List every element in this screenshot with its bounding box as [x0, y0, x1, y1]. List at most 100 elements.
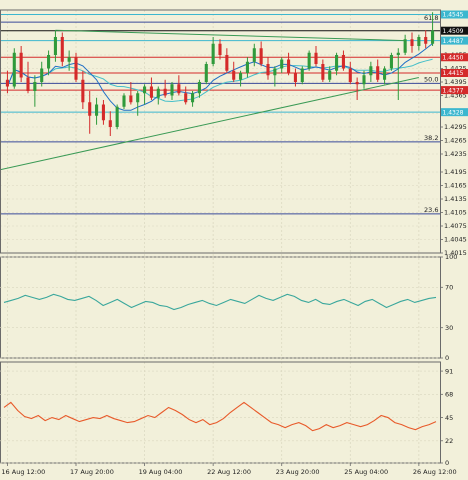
candle-body-37	[259, 48, 263, 64]
price-candles	[5, 12, 435, 136]
candle-body-60	[417, 37, 421, 46]
price-tick-label-1: 1.4425	[444, 65, 467, 73]
pane-frame-0	[0, 9, 441, 254]
candle-body-48	[335, 55, 339, 71]
candle-body-50	[348, 68, 352, 82]
candle-body-25	[177, 84, 181, 94]
candle-body-32	[225, 55, 229, 71]
candle-body-34	[239, 73, 243, 80]
candle-body-44	[307, 52, 311, 69]
price-tags: 1.45451.45091.44871.44501.44151.43771.43…	[441, 10, 468, 117]
osc2-tick-label-0: 91	[445, 367, 453, 375]
trendline-upper	[55, 29, 406, 42]
candle-body-6	[47, 55, 51, 69]
fib-label-3: 23.6	[424, 206, 438, 214]
indicator-2-pane: 91 68 45 22 0	[0, 367, 453, 467]
price-tick-label-14: 1.4015	[444, 249, 467, 257]
candle-body-4	[33, 82, 37, 91]
candle-body-38	[266, 64, 270, 76]
candle-body-56	[389, 55, 393, 69]
candle-body-17	[122, 95, 126, 107]
candle-body-9	[67, 57, 71, 62]
price-tag-label-5: 1.4377	[443, 87, 464, 94]
moving-average-fast	[6, 43, 433, 111]
candle-body-5	[40, 68, 44, 82]
osc1-line	[3, 293, 437, 311]
candle-body-28	[197, 82, 201, 94]
candle-body-47	[328, 70, 332, 80]
price-tag-label-3: 1.4450	[443, 54, 464, 61]
osc1-tick-label-2: 30	[445, 324, 453, 332]
price-tag-5	[441, 86, 468, 95]
price-tick-label-7: 1.4235	[444, 150, 467, 158]
candle-body-53	[369, 66, 373, 76]
price-tick-label-2: 1.4395	[444, 78, 467, 86]
candle-body-11	[81, 79, 85, 103]
price-tick-label-6: 1.4265	[444, 137, 467, 145]
candle-body-21	[149, 86, 153, 98]
candle-body-7	[53, 37, 57, 55]
price-tick-label-10: 1.4135	[444, 195, 467, 203]
candle-body-40	[280, 59, 284, 69]
moving-average-slow	[6, 58, 433, 102]
candle-body-41	[287, 59, 291, 73]
candle-body-27	[191, 93, 195, 103]
candle-body-12	[88, 102, 92, 116]
candle-body-52	[362, 75, 366, 85]
fibonacci-levels: 61.8 50.0 38.2 23.6	[0, 14, 440, 215]
price-tick-label-8: 1.4195	[444, 168, 467, 176]
fib-label-1: 50.0	[424, 75, 438, 83]
candle-body-29	[204, 64, 208, 82]
candle-body-61	[424, 37, 428, 44]
candle-body-42	[293, 73, 297, 82]
price-tick-label-3: 1.4365	[444, 92, 467, 100]
osc1-tick-label-0: 100	[445, 253, 457, 261]
candle-body-51	[355, 82, 359, 85]
trend-overlays	[0, 29, 433, 171]
osc2-tick-label-3: 22	[445, 437, 453, 445]
candle-body-26	[184, 93, 188, 103]
time-label-6: 26 Aug 12:00	[413, 468, 457, 476]
time-label-5: 25 Aug 04:00	[344, 468, 388, 476]
price-tag-3	[441, 53, 468, 62]
osc1-tick-label-1: 70	[445, 284, 453, 292]
price-tag-label-2: 1.4487	[443, 38, 464, 45]
price-tag-2	[441, 36, 468, 45]
time-label-4: 23 Aug 20:00	[276, 468, 320, 476]
indicator-1-pane: 100 70 30 0	[0, 253, 457, 362]
candle-body-46	[321, 64, 325, 80]
osc2-line	[3, 401, 437, 432]
candle-body-22	[156, 88, 160, 98]
candle-body-23	[163, 88, 167, 96]
price-tag-4	[441, 69, 468, 77]
candle-body-16	[115, 106, 119, 127]
price-tag-label-0: 1.4545	[443, 12, 464, 19]
candle-body-35	[245, 61, 249, 73]
trendline-lower	[0, 77, 419, 171]
time-label-1: 17 Aug 20:00	[70, 468, 114, 476]
candle-body-58	[403, 39, 407, 53]
candle-body-13	[95, 104, 99, 116]
candle-body-10	[74, 57, 78, 80]
candle-body-2	[19, 52, 23, 78]
price-tag-6	[441, 108, 468, 117]
price-tag-label-1: 1.4509	[443, 28, 464, 35]
candle-body-39	[273, 68, 277, 76]
osc1-tick-label-3: 0	[445, 354, 449, 362]
candle-body-30	[211, 43, 215, 64]
candle-body-36	[252, 48, 256, 62]
price-tag-0	[441, 10, 468, 19]
candle-body-45	[314, 52, 318, 64]
candle-body-49	[341, 55, 345, 69]
candle-body-15	[108, 120, 112, 127]
candle-body-62	[431, 30, 435, 44]
price-tag-label-6: 1.4328	[443, 109, 464, 116]
candle-body-14	[101, 104, 105, 121]
time-label-0: 16 Aug 12:00	[1, 468, 45, 476]
time-label-3: 22 Aug 12:00	[207, 468, 251, 476]
candle-body-1	[12, 52, 16, 87]
osc2-tick-label-4: 0	[445, 459, 449, 467]
price-tick-label-12: 1.4075	[444, 222, 467, 230]
price-tick-label-5: 1.4295	[444, 123, 467, 131]
